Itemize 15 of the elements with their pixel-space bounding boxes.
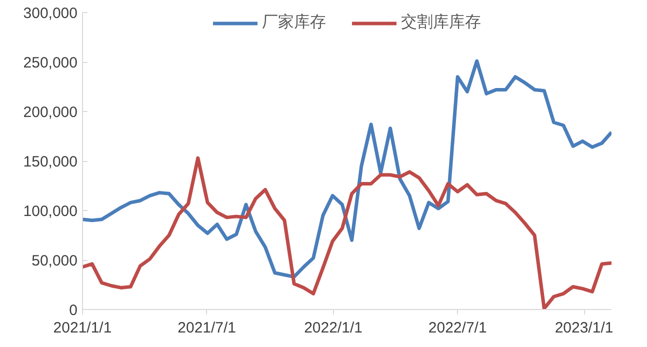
y-tick-label: 50,000 (32, 252, 78, 270)
y-tick-label: 150,000 (23, 154, 78, 170)
y-tick-label: 100,000 (23, 203, 78, 220)
y-tick-label: 0 (69, 302, 78, 319)
legend-label: 交割库库存 (401, 12, 481, 33)
x-tick-label: 2021/7/1 (178, 320, 236, 336)
x-tick-label: 2022/1/1 (304, 320, 362, 336)
line-series (82, 59, 612, 279)
y-tick-label: 200,000 (23, 104, 78, 121)
y-tick-label: 300,000 (23, 5, 78, 22)
x-tick-label: 2022/7/1 (428, 320, 487, 336)
x-tick-label: 2023/1/1 (554, 320, 614, 336)
legend-label: 厂家库存 (262, 12, 326, 33)
y-tick-label: 250,000 (23, 54, 78, 72)
x-tick-label: 2021/1/1 (53, 320, 112, 336)
